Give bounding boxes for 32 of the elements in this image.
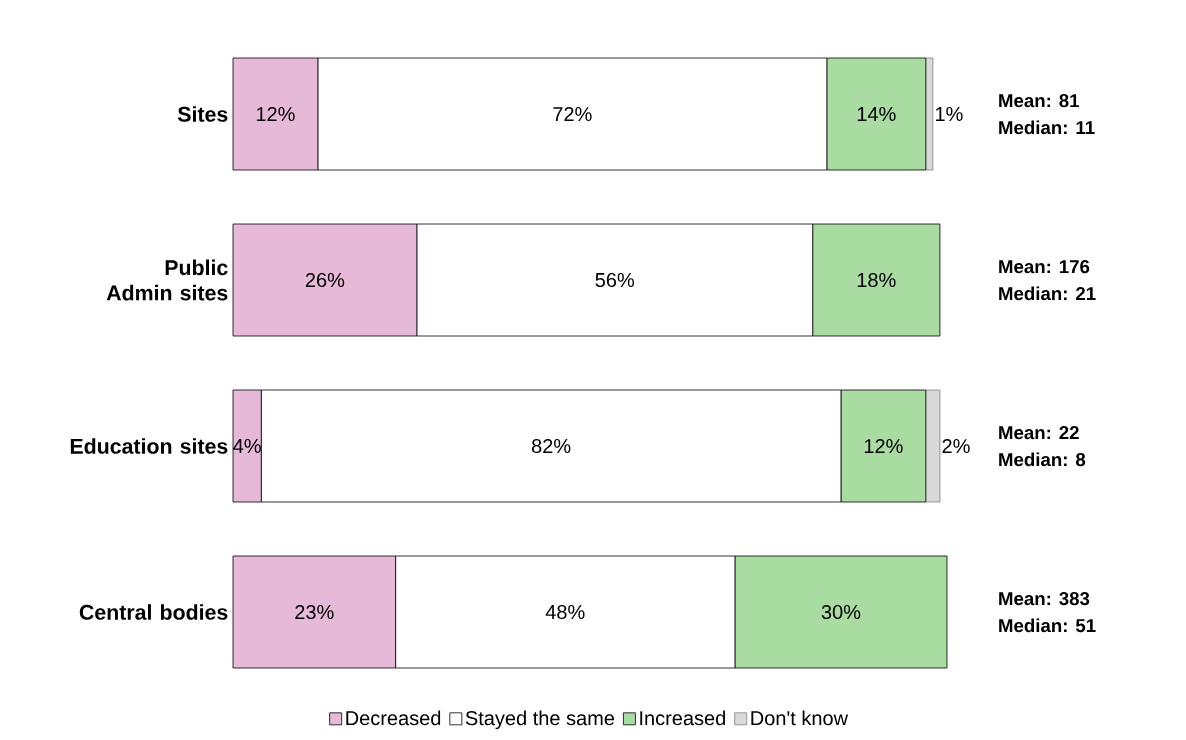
text: Median: 51 <box>999 618 1096 633</box>
legend-label: Increased <box>640 710 725 726</box>
text: Mean: 81 <box>999 94 1080 108</box>
data-label: 12% <box>256 106 295 122</box>
data-label: 1% <box>935 107 963 121</box>
data-label: 4% <box>233 439 261 453</box>
text: Mean: 22 <box>999 426 1079 440</box>
bar <box>925 389 941 503</box>
data-label: 18% <box>857 272 896 288</box>
data-label: 30% <box>821 604 861 620</box>
y-tick-label: Sites <box>177 106 228 122</box>
data-label: 72% <box>553 106 592 122</box>
text: Median: 11 <box>999 120 1095 135</box>
data-label: 48% <box>545 604 585 620</box>
y-tick-label: Central bodies <box>79 604 228 620</box>
legend-label: Don't know <box>751 710 849 726</box>
data-label: 23% <box>295 604 334 620</box>
legend-label: Decreased <box>346 710 441 726</box>
data-label: 14% <box>857 107 896 121</box>
data-label: 82% <box>531 438 571 454</box>
text: Median: 21 <box>999 286 1096 301</box>
text: Median: 8 <box>999 452 1086 467</box>
data-label: 2% <box>942 438 970 454</box>
text: Mean: 176 <box>999 260 1090 274</box>
data-label: 26% <box>305 272 345 288</box>
data-label: 56% <box>595 272 635 288</box>
legend-label: Stayed the same <box>465 710 615 730</box>
y-tick-label: Education sites <box>70 438 228 454</box>
y-tick-label: Public Admin sites <box>106 259 228 301</box>
text: Mean: 383 <box>999 592 1090 606</box>
bar <box>925 57 934 171</box>
data-label: 12% <box>864 438 903 454</box>
